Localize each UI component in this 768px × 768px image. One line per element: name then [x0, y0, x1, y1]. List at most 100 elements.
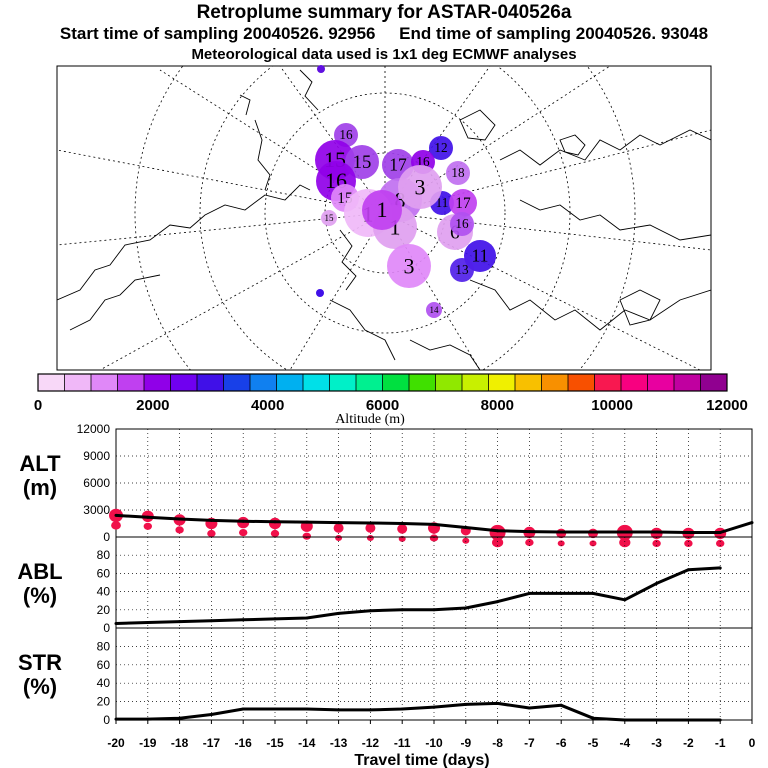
str-data-point — [400, 707, 404, 711]
abl-data-point — [464, 606, 468, 610]
plume-marker-label: 3 — [415, 175, 426, 200]
altitude-spread-dot — [269, 517, 281, 530]
alt-data-point — [559, 530, 563, 534]
str-data-point — [496, 701, 500, 705]
x-tick-label: -10 — [425, 736, 443, 750]
altitude-spread-dot — [525, 538, 534, 547]
alt-data-point — [686, 531, 690, 534]
colorbar-tick-label: 6000 — [366, 397, 399, 414]
y-tick-label: 40 — [97, 676, 111, 690]
alt-panel: 0 3000 6000 9000 12000 ALT(m) — [19, 422, 754, 548]
colorbar-tick-label: 4000 — [251, 397, 284, 414]
alt-data-point — [655, 530, 659, 534]
altitude-spread-dot — [207, 529, 216, 538]
abl-data-point — [146, 621, 150, 625]
y-tick-label: 6000 — [83, 476, 110, 490]
colorbar-tick-label: 2000 — [136, 397, 169, 414]
panel-ylabel: (%) — [23, 583, 57, 608]
altitude-spread-dot — [652, 539, 661, 548]
alt-data-point — [496, 529, 500, 533]
str-data-point — [178, 716, 182, 720]
colorbar-swatch — [197, 374, 224, 391]
abl-panel: 0 20 40 60 80 ABL(%) — [17, 536, 753, 635]
colorbar-swatch — [568, 374, 595, 391]
y-tick-label: 60 — [97, 658, 111, 672]
colorbar-swatch — [674, 374, 701, 391]
colorbar-swatch — [117, 374, 145, 391]
altitude-spread-dot — [333, 523, 344, 533]
plume-marker: 14 — [426, 302, 442, 318]
y-tick-label: 80 — [97, 639, 111, 653]
altitude-spread-dot — [365, 523, 376, 533]
alt-data-point — [146, 515, 150, 519]
plume-dot — [317, 65, 325, 73]
abl-data-point — [496, 600, 500, 604]
abl-data-point — [209, 619, 213, 623]
plume-marker: 17 — [449, 189, 477, 217]
str-data-point — [273, 707, 277, 711]
colorbar-swatch — [250, 374, 277, 391]
y-tick-label: 9000 — [83, 449, 110, 463]
colorbar-swatch — [700, 374, 728, 391]
alt-data-point — [337, 521, 341, 525]
alt-data-point — [209, 518, 213, 522]
colorbar-swatch — [488, 374, 516, 391]
abl-data-point — [114, 621, 118, 625]
x-tick-label: -7 — [524, 736, 535, 750]
str-series-line — [116, 701, 721, 722]
plume-marker: 16 — [450, 212, 474, 236]
x-tick-label: -17 — [203, 736, 221, 750]
alt-data-point — [591, 530, 595, 534]
colorbar-swatch — [409, 374, 436, 391]
plume-marker-label: 16 — [339, 127, 353, 142]
abl-data-point — [655, 581, 659, 585]
y-tick-label: 0 — [103, 530, 110, 544]
plume-marker-label: 17 — [455, 195, 471, 212]
plume-marker: 15 — [321, 210, 337, 226]
abl-data-point — [241, 618, 245, 622]
colorbar-swatch — [144, 374, 171, 391]
colorbar-tick-label: 0 — [34, 397, 42, 414]
x-tick-label: -11 — [394, 736, 411, 750]
colorbar-tick-label: 10000 — [591, 397, 633, 414]
altitude-spread-dot — [619, 537, 631, 548]
colorbar-swatch — [170, 374, 198, 391]
time-series-panels: 030006000900012000ALT(m)020406080ABL(%)0… — [17, 422, 755, 768]
panel-ylabel: ABL — [17, 559, 62, 584]
colorbar-swatch — [541, 374, 569, 391]
colorbar-swatch — [621, 374, 648, 391]
colorbar-swatch — [462, 374, 489, 391]
plume-marker: 12 — [429, 136, 453, 160]
altitude-spread-dot — [143, 522, 152, 530]
plume-marker-label: 15 — [325, 213, 335, 223]
colorbar-swatch — [276, 374, 304, 391]
altitude-spread-dot — [557, 540, 565, 547]
abl-data-point — [337, 611, 341, 615]
abl-data-point — [718, 566, 722, 570]
plume-marker: 3 — [398, 165, 442, 209]
altitude-spread-dot — [462, 537, 470, 544]
plume-marker: 16 — [334, 123, 358, 147]
alt-data-point — [464, 526, 468, 530]
str-data-point — [591, 716, 595, 720]
str-data-point — [368, 708, 372, 712]
x-tick-label: -20 — [107, 736, 125, 750]
plume-marker-label: 17 — [389, 155, 407, 175]
alt-data-point — [305, 520, 309, 524]
abl-data-point — [400, 608, 404, 612]
altitude-spread-dot — [589, 540, 597, 547]
colorbar-swatch — [38, 374, 65, 391]
str-data-point — [527, 706, 531, 710]
plume-marker-label: 16 — [455, 216, 469, 231]
panel-ylabel: ALT — [19, 451, 61, 476]
panel-ylabel: (m) — [23, 475, 57, 500]
colorbar-swatch — [435, 374, 463, 391]
alt-data-point — [750, 521, 754, 525]
altitude-spread-dot — [111, 521, 121, 530]
abl-data-point — [559, 591, 563, 595]
str-data-point — [114, 717, 118, 721]
colorbar-label: Altitude (m) — [335, 412, 405, 427]
plume-marker-label: 18 — [451, 165, 465, 180]
